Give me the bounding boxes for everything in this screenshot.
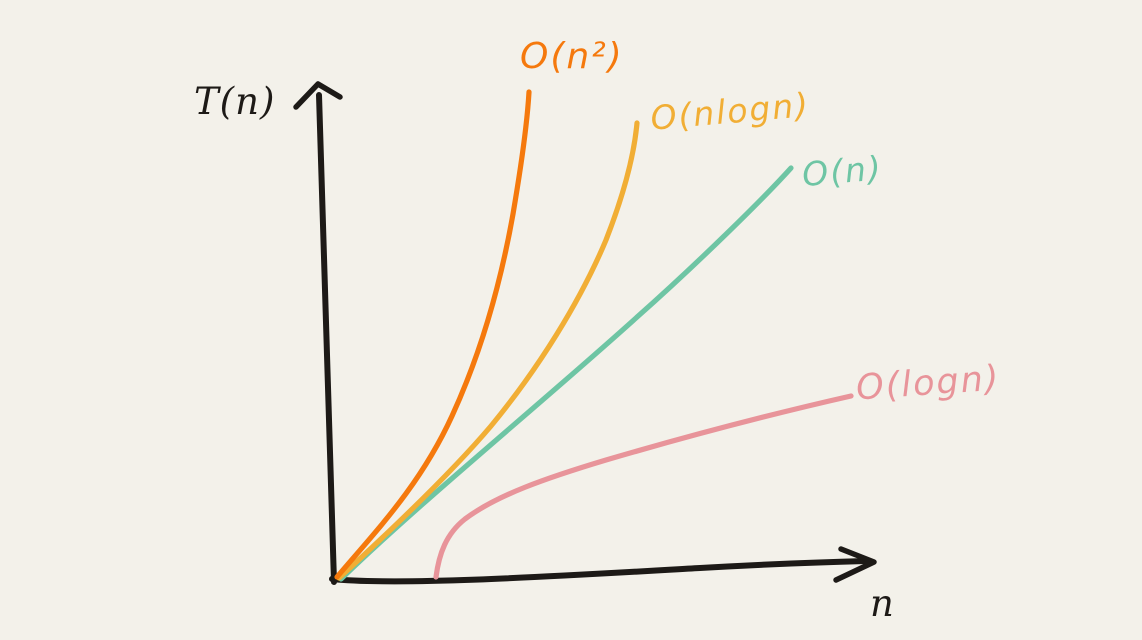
curve-quadratic	[334, 89, 532, 580]
curves-group	[334, 89, 854, 582]
curve-linear	[338, 165, 794, 582]
label-linear: O(n)	[801, 148, 885, 194]
label-quadratic: O(n²)	[520, 36, 624, 77]
axis-labels-group: T(n) n	[194, 80, 895, 625]
curve-logarithmic	[433, 393, 854, 580]
axes-group	[293, 81, 877, 585]
y-axis-label: T(n)	[194, 80, 275, 123]
y-axis-arrowhead-icon	[293, 81, 343, 110]
x-axis-label: n	[870, 582, 895, 625]
x-axis-line	[329, 558, 869, 585]
x-axis-arrowhead-icon	[833, 546, 877, 583]
curve-linearithmic	[336, 120, 640, 581]
y-axis-line	[316, 92, 337, 585]
